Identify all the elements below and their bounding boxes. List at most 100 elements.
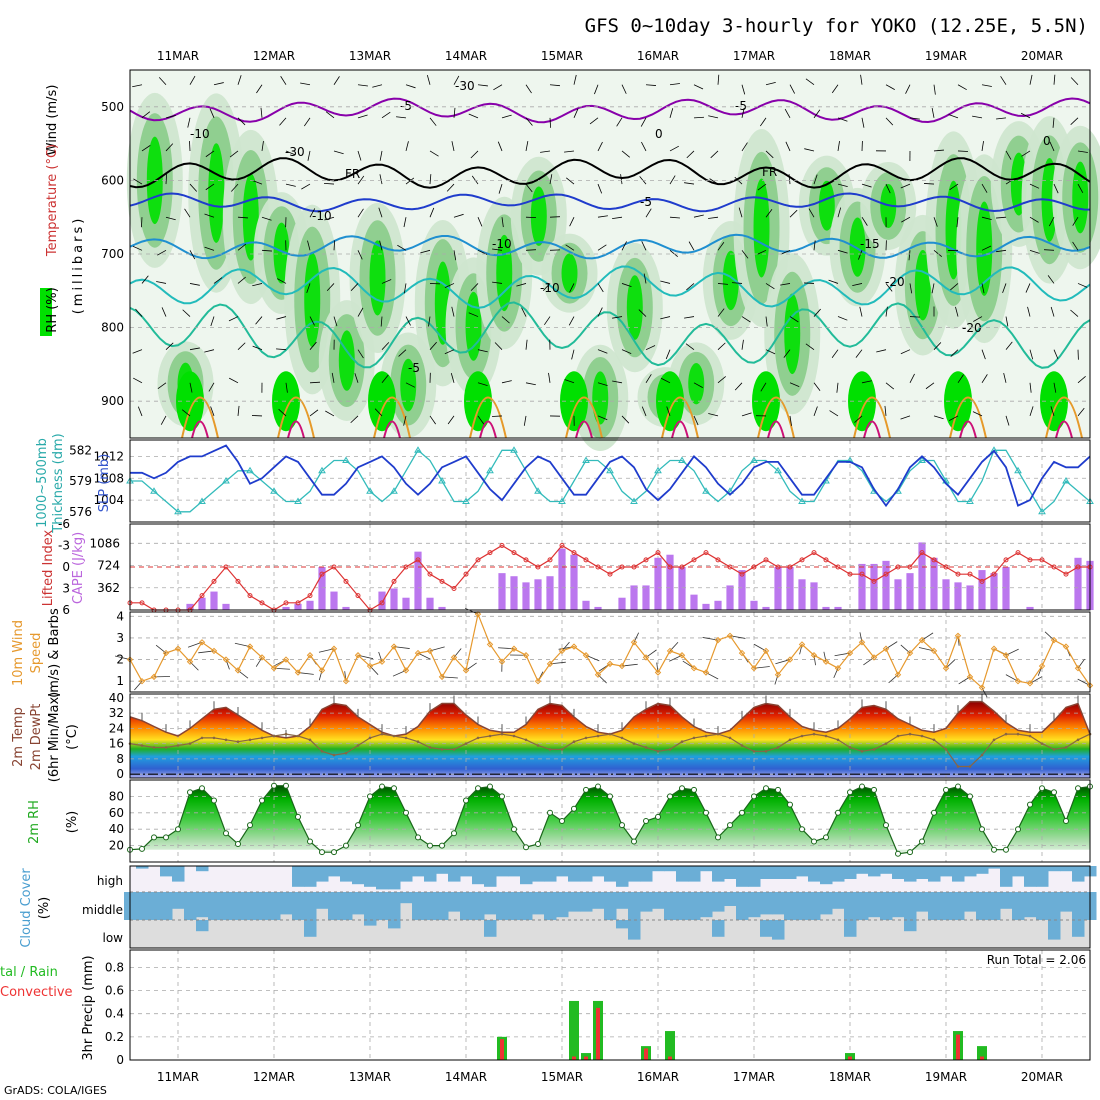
cape-bar: [426, 597, 434, 610]
wind-barb: [357, 84, 368, 87]
wind-speed-marker: [138, 677, 146, 685]
cloud-high-bar: [508, 866, 521, 877]
date-label-bottom: 17MAR: [733, 1070, 775, 1084]
cloud-high-bar: [412, 866, 425, 877]
cloud-high-bar: [748, 866, 761, 887]
wind-speed-marker: [1086, 682, 1094, 689]
wind-barb: [525, 117, 533, 126]
cloud-middle-bar: [592, 892, 605, 909]
rh2m-marker: [679, 785, 685, 792]
wind-barb: [905, 84, 911, 94]
cape-bar: [942, 579, 950, 610]
cloud-low-bar: [484, 920, 497, 937]
wind-barb: [447, 415, 455, 425]
hot-contour: [671, 420, 689, 439]
wind-barb: [861, 183, 872, 188]
li-marker: [967, 571, 973, 577]
dewpt-marker: [1028, 734, 1032, 738]
wind-barb: [137, 406, 143, 417]
rh-high-cell: [338, 330, 355, 391]
contour-label: -10: [312, 209, 332, 223]
wind-barb: [357, 307, 364, 317]
rh2m-marker: [607, 793, 613, 800]
wind-barb: [1029, 249, 1040, 254]
wind-speed-marker: [354, 652, 362, 659]
wind-barb: [861, 380, 872, 384]
warm-contour: [853, 396, 891, 439]
li-marker: [199, 593, 205, 599]
cloud-level-middle: middle: [82, 903, 123, 917]
rh2m-marker: [943, 786, 949, 793]
li-marker: [847, 571, 853, 577]
dewpt-marker: [620, 736, 624, 740]
wind-barb: [309, 381, 321, 384]
dewpt-marker: [356, 744, 360, 747]
cloud-low-bar: [388, 920, 401, 929]
wind-barb: [141, 145, 151, 152]
cape-bar: [306, 600, 314, 610]
wind-barb: [645, 84, 656, 86]
cape-bar: [414, 551, 422, 610]
wind-barb: [498, 183, 503, 194]
wind-speed-marker: [618, 662, 626, 670]
cape-bar: [702, 603, 710, 610]
wind-barb: [160, 415, 167, 425]
dewpt-marker: [692, 736, 696, 740]
wind-barb: [189, 382, 193, 393]
rh2m-marker: [775, 786, 781, 793]
dewpt-marker: [308, 738, 312, 742]
wind-barb: [884, 405, 887, 416]
cloud-high-bar: [928, 866, 941, 882]
wind-barb: [326, 283, 335, 292]
wind-barb: [1053, 183, 1059, 194]
thickness-marker: [750, 456, 758, 463]
li-marker: [679, 564, 685, 570]
wind-barb: [837, 141, 840, 152]
li-marker: [487, 550, 493, 556]
rh2m-marker: [307, 838, 313, 845]
wind-barb: [981, 245, 992, 251]
wind-barb: [1048, 217, 1055, 227]
wind-barb: [660, 377, 671, 384]
wind-barb: [275, 348, 287, 351]
li-marker: [943, 564, 949, 570]
cloud-high-bar: [136, 866, 149, 869]
wind-barb: [813, 174, 818, 185]
dewpt-marker: [884, 742, 888, 745]
wind-barb: [693, 84, 704, 90]
wind-barb: [813, 406, 818, 417]
wind-barb: [1002, 283, 1007, 293]
wind-barb: [237, 243, 247, 251]
hot-contour: [1055, 420, 1073, 439]
rh2m-tick: 40: [109, 822, 124, 836]
wind-speed-marker: [774, 671, 782, 678]
cloud-high-bar: [964, 866, 977, 877]
wind-barb: [525, 249, 537, 251]
wind-barb: [741, 84, 746, 95]
rh2m-marker: [583, 786, 589, 793]
wind-barb: [501, 316, 510, 324]
rh2m-marker: [1075, 785, 1081, 792]
cloud-high-bar: [952, 866, 965, 882]
wind-barb: [981, 183, 988, 193]
cloud-high-bar: [292, 866, 305, 887]
wind-barb: [933, 250, 943, 257]
wind-barb: [261, 141, 264, 152]
wind-barb: [237, 276, 246, 284]
wind-barb: [277, 278, 287, 284]
rh2m-marker: [715, 834, 721, 841]
cloud-middle-bar: [460, 892, 473, 920]
cape-bar: [402, 597, 410, 610]
cloud-high-bar: [1024, 866, 1037, 887]
wind-barb: [565, 244, 575, 251]
cloud-middle-bar: [1036, 892, 1049, 920]
cloud-high-bar: [172, 866, 185, 882]
rh2m-marker: [727, 822, 733, 829]
dewpt-marker: [572, 740, 576, 744]
cloud-high-bar: [400, 866, 413, 882]
rh2m-marker: [595, 783, 601, 790]
wind-barb: [470, 150, 479, 159]
lifted-index-label: Lifted Index: [41, 529, 56, 606]
rh2m-marker: [883, 822, 889, 829]
li-marker: [643, 557, 649, 563]
